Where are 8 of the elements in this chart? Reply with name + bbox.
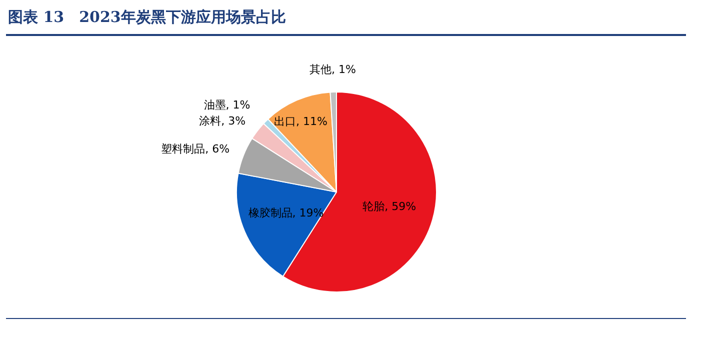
slice-label: 橡胶制品, 19% <box>248 206 324 220</box>
slice-label: 其他, 1% <box>309 62 356 76</box>
slice-label: 出口, 11% <box>274 115 328 128</box>
slice-label: 塑料制品, 6% <box>161 142 230 156</box>
slice-label: 涂料, 3% <box>199 114 246 128</box>
chart-title: 图表 13 2023年炭黑下游应用场景占比 <box>8 8 286 27</box>
slice-label: 油墨, 1% <box>204 98 250 112</box>
slice-label: 轮胎, 59% <box>362 200 416 214</box>
